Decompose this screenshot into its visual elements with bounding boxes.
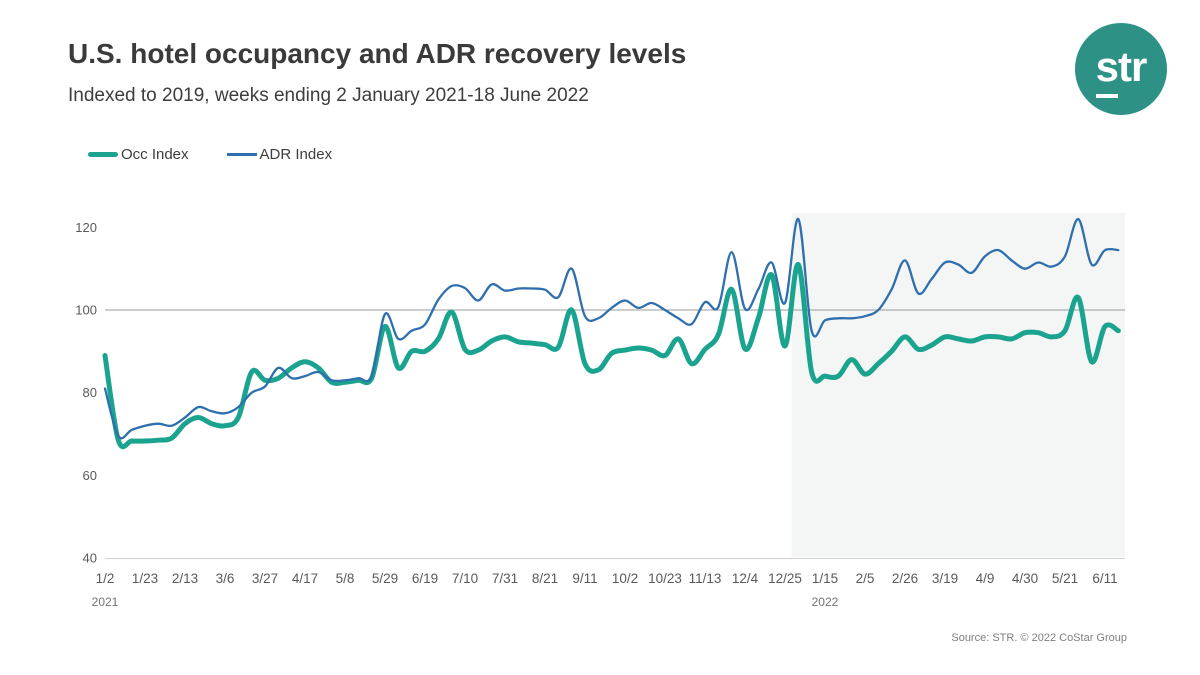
occ-index-line bbox=[102, 261, 1121, 450]
x-tick-label: 3/27 bbox=[252, 571, 278, 586]
x-tick-label: 6/19 bbox=[412, 571, 438, 586]
y-tick-label: 60 bbox=[83, 468, 97, 483]
x-tick-label: 3/19 bbox=[932, 571, 958, 586]
x-tick-label: 5/8 bbox=[336, 571, 355, 586]
x-tick-label: 10/2 bbox=[612, 571, 638, 586]
x-tick-label: 11/13 bbox=[689, 571, 722, 586]
x-tick-label: 8/21 bbox=[532, 571, 558, 586]
legend: Occ Index ADR Index bbox=[88, 146, 332, 163]
adr-line-swatch-icon bbox=[226, 153, 257, 156]
occ-line-swatch-icon bbox=[88, 152, 118, 157]
x-tick-label: 10/23 bbox=[648, 571, 682, 586]
page-subtitle: Indexed to 2019, weeks ending 2 January … bbox=[68, 85, 589, 106]
x-tick-label: 12/4 bbox=[732, 571, 759, 586]
str-logo-text: str bbox=[1095, 43, 1147, 98]
str-logo: str bbox=[1075, 23, 1167, 115]
x-tick-label: 4/30 bbox=[1012, 571, 1038, 586]
x-tick-label: 9/11 bbox=[572, 571, 597, 586]
str-logo-letters-tr: tr bbox=[1118, 43, 1147, 90]
source-attribution: Source: STR. © 2022 CoStar Group bbox=[951, 632, 1127, 644]
x-tick-label: 6/11 bbox=[1092, 571, 1117, 586]
y-tick-label: 40 bbox=[83, 551, 97, 566]
x-tick-label: 7/31 bbox=[492, 571, 518, 586]
y-tick-label: 120 bbox=[75, 220, 97, 235]
x-tick-label: 5/29 bbox=[372, 571, 398, 586]
y-tick-label: 100 bbox=[75, 303, 97, 318]
x-tick-label: 5/21 bbox=[1052, 571, 1078, 586]
y-tick-label: 80 bbox=[83, 385, 97, 400]
adr-index-line bbox=[103, 217, 1120, 440]
x-tick-label: 1/2 bbox=[96, 571, 115, 586]
legend-item-occ: Occ Index bbox=[88, 146, 189, 163]
legend-item-adr: ADR Index bbox=[226, 146, 333, 163]
str-logo-letter-s: s bbox=[1095, 43, 1119, 98]
x-tick-label: 7/10 bbox=[452, 571, 478, 586]
x-tick-label: 2/26 bbox=[892, 571, 918, 586]
x-year-label: 2021 bbox=[92, 595, 119, 609]
legend-label-occ: Occ Index bbox=[121, 146, 189, 163]
x-year-label: 2022 bbox=[812, 595, 839, 609]
x-tick-label: 4/17 bbox=[292, 571, 318, 586]
x-tick-label: 12/25 bbox=[768, 571, 802, 586]
x-tick-label: 1/15 bbox=[812, 571, 838, 586]
legend-label-adr: ADR Index bbox=[259, 146, 333, 163]
page-title: U.S. hotel occupancy and ADR recovery le… bbox=[68, 38, 687, 69]
x-tick-label: 3/6 bbox=[216, 571, 235, 586]
shaded-2022-region bbox=[791, 213, 1125, 557]
x-tick-label: 2/13 bbox=[172, 571, 198, 586]
x-tick-label: 4/9 bbox=[976, 571, 995, 586]
x-tick-label: 2/5 bbox=[856, 571, 875, 586]
x-tick-label: 1/23 bbox=[132, 571, 158, 586]
